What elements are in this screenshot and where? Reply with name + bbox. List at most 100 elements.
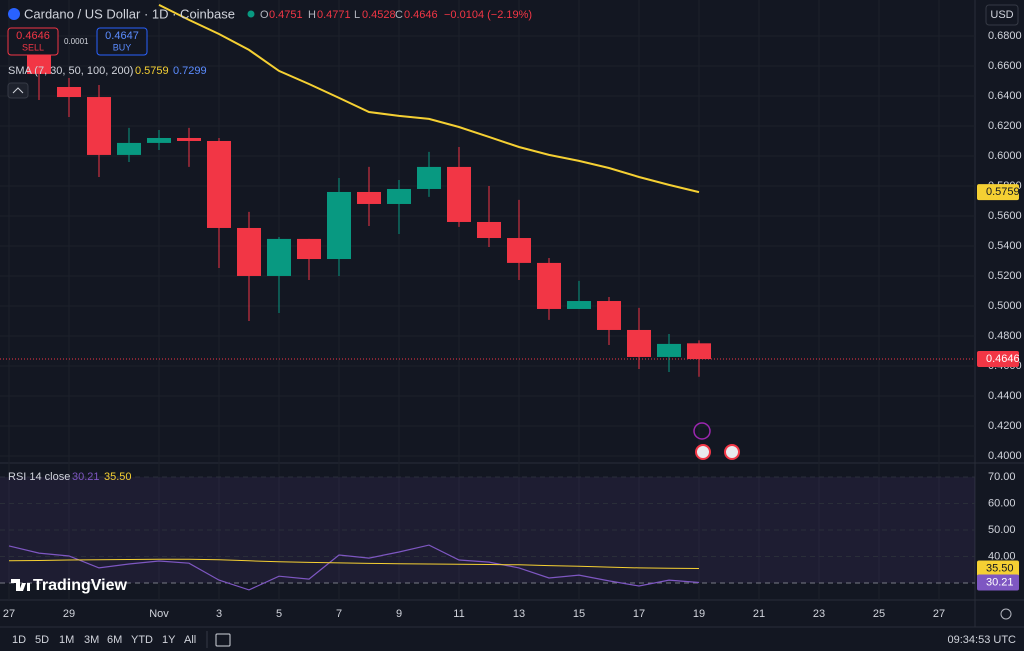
x-tick-label: 5 [276, 608, 282, 620]
candle-body [657, 343, 681, 357]
price-axis-label-box [977, 351, 1019, 368]
collapse-icon [12, 87, 24, 94]
candle-body [357, 191, 381, 204]
candle-body [447, 166, 471, 222]
collapse-button[interactable] [7, 82, 29, 99]
x-tick-label: 3 [216, 608, 222, 620]
candle-body [477, 221, 501, 239]
currency-button[interactable] [985, 4, 1019, 26]
candle-body [387, 188, 411, 204]
candle-body [627, 329, 651, 357]
y-tick-label: 0.5000 [988, 300, 1022, 312]
y-tick-label: 0.5400 [988, 240, 1022, 252]
y-tick-label: 0.4000 [988, 450, 1022, 462]
coin-icon [8, 8, 20, 20]
low-label: L [354, 9, 360, 21]
x-tick-label: 13 [513, 608, 525, 620]
candle-body [117, 142, 141, 155]
sma-value: 0.5759 [135, 65, 169, 77]
x-tick-label: 9 [396, 608, 402, 620]
y-tick-label: 70.00 [988, 471, 1016, 483]
event-icons [693, 422, 740, 460]
range-button[interactable]: 1Y [162, 634, 176, 646]
open-value: 0.4751 [269, 9, 303, 21]
y-tick-label: 0.6600 [988, 60, 1022, 72]
x-tick-label: 27 [933, 608, 945, 620]
range-button[interactable]: 1D [12, 634, 26, 646]
x-tick-label: 21 [753, 608, 765, 620]
y-tick-label: 0.4800 [988, 330, 1022, 342]
sell-button[interactable] [7, 27, 59, 56]
y-tick-label: 40.00 [988, 550, 1016, 562]
range-button[interactable]: YTD [131, 634, 153, 646]
candle-body [57, 86, 81, 98]
low-value: 0.4528 [362, 9, 396, 21]
high-value: 0.4771 [317, 9, 351, 21]
rsi-legend[interactable]: RSI 14 close [8, 471, 70, 483]
y-tick-label: 0.6400 [988, 90, 1022, 102]
candle-body [597, 301, 621, 330]
y-tick-label: 0.4400 [988, 390, 1022, 402]
logo-text: TradingView [33, 577, 128, 594]
candle-body [27, 53, 51, 74]
sell-price: 0.4646 [16, 30, 50, 42]
symbol[interactable]: Cardano / US Dollar · 1D · Coinbase [24, 6, 235, 21]
sma-legend[interactable]: SMA (7, 30, 50, 100, 200) [8, 65, 133, 77]
currency: USD [990, 9, 1013, 21]
candle-body [207, 140, 231, 228]
event-icon[interactable] [724, 444, 740, 460]
price-axis-label: 0.4646 [986, 353, 1020, 365]
close-label: C [395, 9, 403, 21]
y-tick-label: 0.5600 [988, 210, 1022, 222]
rsi-line [8, 558, 700, 569]
range-button[interactable]: All [184, 634, 196, 646]
range-button[interactable]: 5D [35, 634, 49, 646]
buy-price: 0.4647 [105, 30, 139, 42]
x-tick-label: 11 [453, 608, 464, 620]
candle-body [417, 166, 441, 189]
candle-body [507, 238, 531, 263]
candle-body [87, 97, 111, 155]
candle-body [177, 137, 201, 141]
y-tick-label: 0.5200 [988, 270, 1022, 282]
rsi-sma-axis-label: 35.50 [986, 562, 1014, 574]
toolbar: 09:34:53 UTC 1D 5D 1M 3M 6M YTD 1Y All [12, 608, 1017, 648]
clock[interactable]: 09:34:53 UTC [948, 634, 1017, 646]
rsi-sma-axis-label-box [977, 560, 1019, 577]
range-button[interactable]: 1M [59, 634, 74, 646]
event-icon[interactable] [695, 444, 711, 460]
rsi-value: 30.21 [72, 471, 100, 483]
high-label: H [308, 9, 316, 21]
x-tick-label: Nov [149, 608, 169, 620]
buy-label: BUY [113, 42, 132, 52]
candle-body [237, 227, 261, 276]
candle-body [147, 137, 171, 143]
sma-axis-label-box [977, 184, 1019, 201]
rsi-sma-value: 35.50 [104, 471, 132, 483]
range-button[interactable]: 3M [84, 634, 99, 646]
x-tick-label: 25 [873, 608, 885, 620]
overlay: Cardano / US Dollar · 1D · Coinbase O 0.… [3, 4, 1022, 648]
y-tick-label: 0.6200 [988, 120, 1022, 132]
rsi-pane [0, 463, 975, 600]
rsi-axis-label-box [977, 574, 1019, 591]
buy-button[interactable] [96, 27, 148, 56]
change: −0.0104 (−2.19%) [444, 9, 532, 21]
x-tick-label: 23 [813, 608, 825, 620]
candle-body [267, 238, 291, 276]
y-tick-label: 60.00 [988, 497, 1016, 509]
calendar-icon [215, 633, 231, 647]
candle-body [537, 262, 561, 309]
candle-body [687, 343, 711, 360]
close-value: 0.4646 [404, 9, 438, 21]
event-icon[interactable] [693, 422, 711, 440]
x-tick-label: 15 [573, 608, 585, 620]
rsi-line [8, 544, 700, 591]
candle-body [297, 238, 321, 260]
settings-icon[interactable] [1000, 608, 1012, 620]
range-button[interactable]: 6M [107, 634, 122, 646]
candle-body [567, 301, 591, 309]
logo: TradingView [11, 577, 128, 594]
